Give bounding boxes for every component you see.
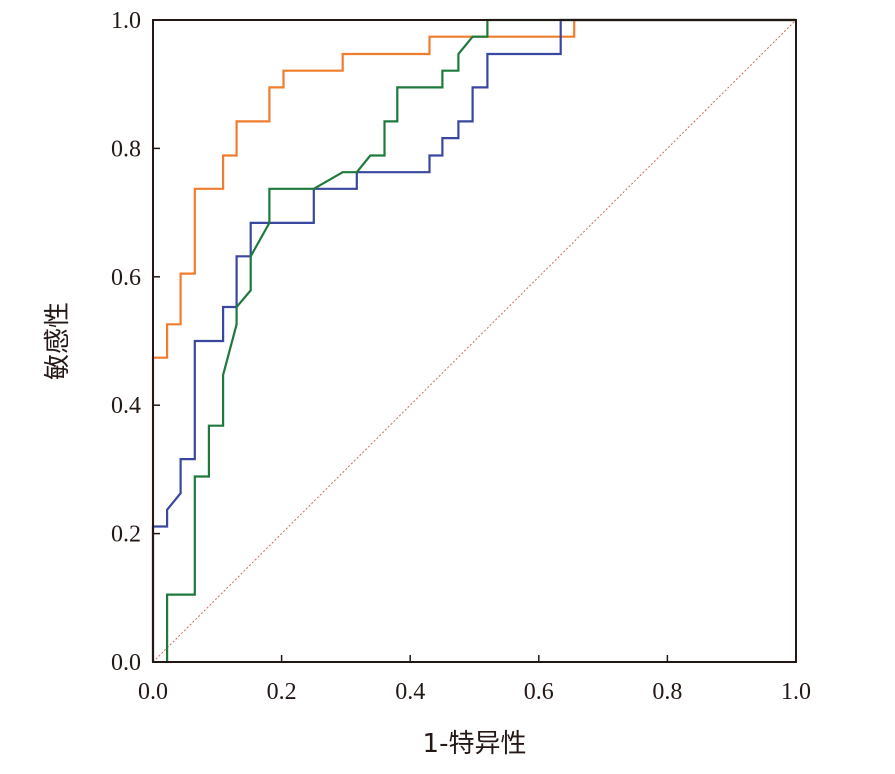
x-tick-label: 0.6 [524,679,554,705]
y-tick-label: 0.6 [111,265,141,291]
x-axis-title: 1-特异性 [423,729,527,759]
y-axis-title: 敏感性 [43,302,73,380]
plot-frame [152,19,797,663]
roc-curve-green [166,18,796,662]
x-tick-label: 0.8 [652,679,682,705]
x-tick-label: 0.4 [395,679,425,705]
series-group [151,18,796,662]
x-tick-label: 0.2 [267,679,297,705]
axis-ticks: 0.0 0.2 0.4 0.6 0.8 1.0 0.0 0.2 0.4 0.6 0.8 1.0 [111,8,811,705]
y-tick-label: 0.2 [111,522,141,548]
y-tick-label: 0.4 [111,393,141,419]
y-tick-label: 1.0 [111,8,141,34]
reference-diagonal [152,19,797,663]
x-tick-label: 1.0 [781,679,811,705]
roc-curve-orange [151,18,796,662]
y-tick-label: 0.0 [111,650,141,676]
plot-area [152,19,797,663]
x-tick-label: 0.0 [138,679,168,705]
y-tick-label: 0.8 [111,136,141,162]
